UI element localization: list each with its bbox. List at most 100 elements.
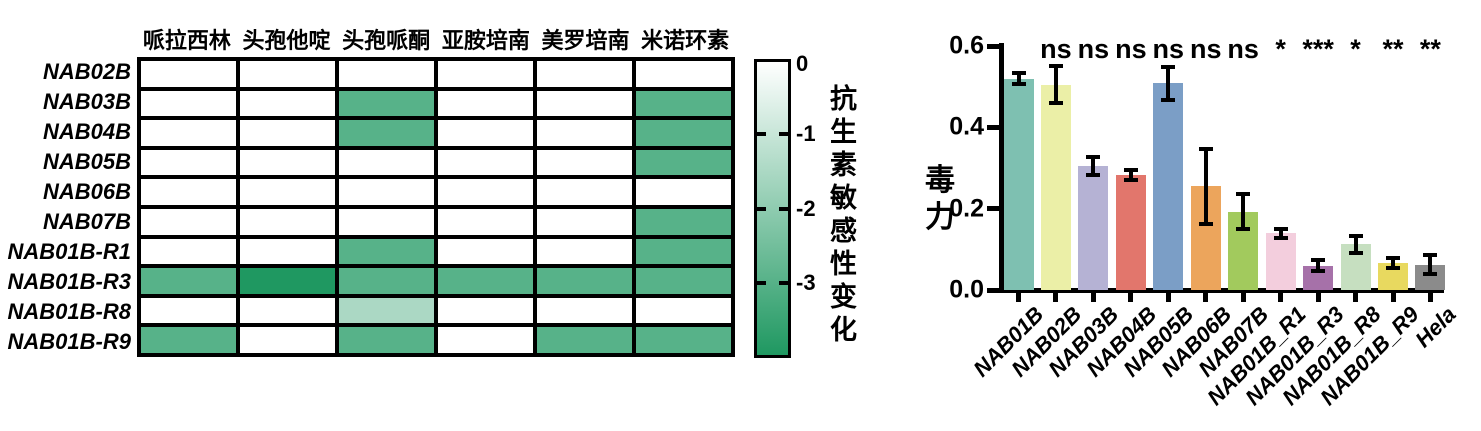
bar [1115, 174, 1146, 290]
heatmap-cell [438, 297, 533, 324]
heatmap-cell [141, 268, 236, 294]
error-bar-cap [1011, 71, 1026, 76]
heatmap-cell [240, 90, 335, 117]
bar-x-tick [1315, 293, 1321, 302]
bar-x-tick [1427, 293, 1433, 302]
heatmap-cell [141, 90, 236, 117]
error-bar-line [1091, 159, 1096, 173]
heatmap-cell [141, 149, 236, 176]
error-bar-cap [1386, 266, 1400, 270]
bar-x-tick [1353, 293, 1359, 302]
error-bar-line [1428, 257, 1433, 273]
colorbar-tick [757, 281, 766, 286]
error-bar-line [1241, 196, 1246, 227]
heatmap-row-label: NAB07B [42, 209, 131, 234]
error-bar-cap [1161, 65, 1176, 70]
bar [1153, 83, 1184, 290]
bar [1265, 233, 1296, 290]
heatmap-cell [141, 327, 236, 353]
error-bar-line [1166, 69, 1171, 98]
colorbar-tick-label: 0 [796, 51, 809, 76]
heatmap-cell [636, 209, 731, 235]
heatmap-cell [339, 209, 434, 235]
bar-y-tick-label: 0.6 [949, 31, 984, 60]
heatmap-column-header: 头孢他啶 [242, 28, 331, 53]
heatmap-row-label: NAB01B-R8 [7, 299, 131, 324]
heatmap-cell [636, 149, 731, 176]
heatmap-cell [438, 90, 533, 117]
significance-label: ns [1040, 34, 1072, 64]
heatmap-row-label: NAB06B [42, 179, 131, 204]
heatmap-cell [636, 268, 731, 294]
bar-y-tick [987, 206, 1000, 212]
heatmap-cell [438, 61, 533, 87]
error-bar-cap [1386, 255, 1400, 260]
heatmap-grid [137, 57, 735, 357]
significance-label: ns [1227, 34, 1259, 64]
heatmap-column-header: 亚胺培南 [441, 28, 530, 53]
error-bar-cap [1348, 233, 1363, 238]
colorbar-tick [757, 206, 766, 211]
error-bar-cap [1086, 172, 1101, 177]
heatmap-cell [240, 297, 335, 324]
error-bar-line [1203, 150, 1208, 223]
heatmap-cell [438, 238, 533, 265]
heatmap-cell [339, 327, 434, 353]
significance-label: *** [1302, 34, 1334, 64]
colorbar-label: 抗生素敏感性变化 [826, 84, 856, 348]
error-bar-line [1053, 68, 1058, 101]
bar-x-tick [1165, 293, 1171, 302]
significance-label: ns [1077, 34, 1110, 64]
bar-x-tick [1390, 293, 1396, 302]
heatmap-cell [141, 179, 236, 205]
heatmap-row-label: NAB01B-R9 [7, 329, 131, 354]
heatmap-row-label: NAB01B-R1 [7, 239, 131, 264]
heatmap-cell [240, 327, 335, 353]
heatmap-cell [339, 61, 434, 87]
heatmap-cell [438, 149, 533, 176]
error-bar-cap [1161, 97, 1176, 102]
error-bar-cap [1423, 272, 1438, 277]
heatmap-cell [537, 61, 632, 87]
error-bar-cap [1198, 222, 1213, 227]
heatmap-cell [636, 61, 731, 87]
significance-label: ns [1189, 34, 1222, 64]
heatmap-cell [141, 61, 236, 87]
heatmap-cell [339, 90, 434, 117]
error-bar-line [1128, 171, 1133, 179]
colorbar-tick [779, 281, 788, 286]
heatmap-cell [240, 268, 335, 294]
bar-y-tick [987, 124, 1000, 130]
colorbar-tick-label: -2 [796, 195, 816, 221]
heatmap-cell [141, 120, 236, 146]
error-bar-cap [1123, 167, 1138, 172]
bar-x-tick [1053, 293, 1059, 302]
significance-label: ** [1419, 34, 1441, 64]
heatmap-cell [438, 120, 533, 146]
significance-label: ** [1382, 34, 1404, 64]
bar-x-tick [1278, 293, 1284, 302]
error-bar-cap [1048, 100, 1063, 105]
heatmap-cell [141, 238, 236, 265]
error-bar-cap [1048, 64, 1063, 69]
heatmap-cell [339, 120, 434, 146]
bar-y-tick-label: 0.0 [949, 275, 984, 304]
bar-x-tick-label: Hela [1410, 301, 1461, 353]
colorbar-tick-label: -1 [796, 120, 816, 146]
heatmap-column-header: 头孢哌酮 [342, 28, 431, 53]
heatmap-cell [240, 238, 335, 265]
heatmap-cell [339, 297, 434, 324]
error-bar-cap [1086, 155, 1101, 160]
heatmap-cell [240, 149, 335, 176]
heatmap-row-label: NAB02B [42, 59, 131, 84]
heatmap-cell [537, 179, 632, 205]
heatmap-cell [636, 297, 731, 324]
bar-x-tick [1240, 293, 1246, 302]
bar-x-tick [1016, 293, 1021, 302]
heatmap-row-label: NAB05B [42, 149, 131, 174]
colorbar-tick [757, 131, 766, 136]
heatmap-cell [537, 327, 632, 353]
bar-x-tick [1128, 293, 1134, 302]
bar-y-tick-label: 0.2 [949, 194, 984, 223]
